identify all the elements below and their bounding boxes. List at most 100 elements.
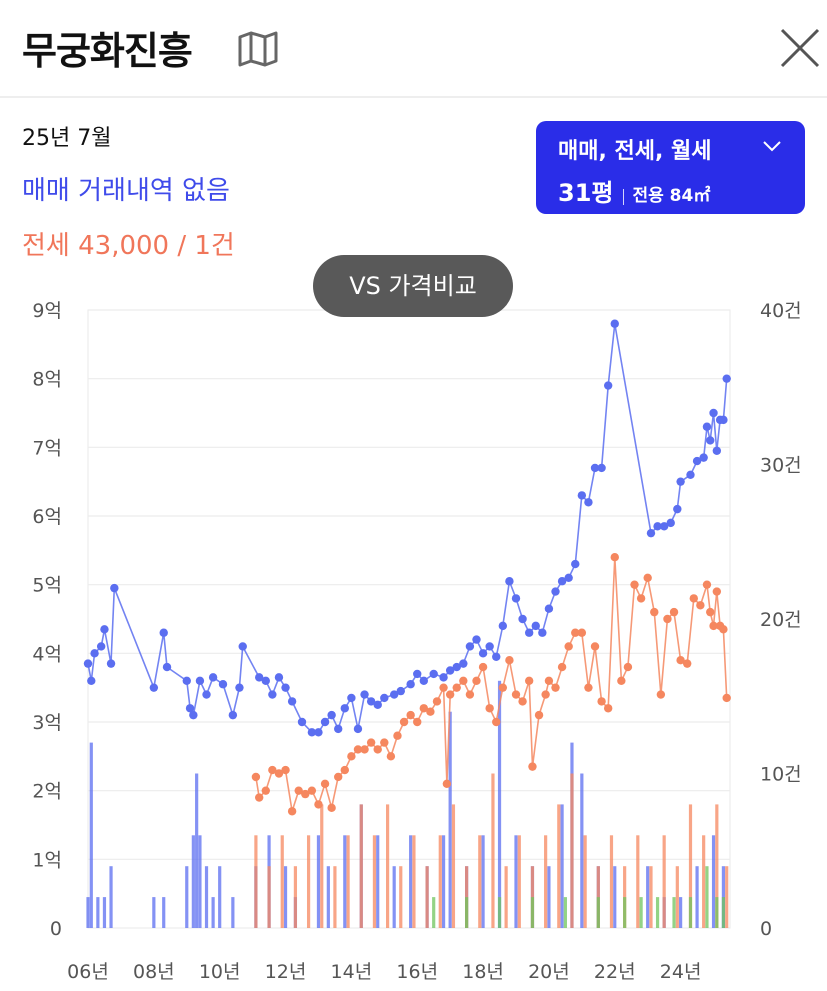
volume-bar xyxy=(639,897,643,928)
data-point xyxy=(452,683,461,692)
compare-button[interactable]: VS 가격비교 xyxy=(313,255,513,317)
data-point xyxy=(393,731,402,740)
data-point xyxy=(617,676,626,685)
volume-bar xyxy=(372,835,377,928)
data-point xyxy=(505,577,514,586)
data-point xyxy=(297,717,307,727)
data-point xyxy=(294,786,303,795)
volume-bar xyxy=(613,866,617,928)
volume-bar xyxy=(497,680,502,928)
volume-bar xyxy=(465,897,469,928)
volume-bar xyxy=(326,866,330,928)
volume-bar xyxy=(198,835,202,928)
data-point xyxy=(413,669,422,679)
y-left-tick-label: 7억 xyxy=(32,437,62,459)
volume-bar xyxy=(231,897,235,928)
data-point xyxy=(544,676,554,685)
data-point xyxy=(505,656,514,665)
data-point xyxy=(399,717,409,727)
volume-bar xyxy=(491,773,495,928)
data-point xyxy=(699,453,708,462)
volume-bar xyxy=(580,773,584,928)
data-point xyxy=(531,621,540,631)
data-point xyxy=(90,649,99,658)
volume-bar xyxy=(672,897,676,928)
data-point xyxy=(603,381,613,390)
data-point xyxy=(413,717,422,727)
y-left-tick-label: 5억 xyxy=(32,575,62,597)
series-line xyxy=(613,323,652,534)
data-point xyxy=(590,463,600,473)
data-point xyxy=(666,518,675,528)
volume-bar xyxy=(162,897,166,928)
data-point xyxy=(709,408,718,418)
data-point xyxy=(683,659,692,668)
volume-bar xyxy=(283,866,288,928)
data-point xyxy=(702,422,712,431)
data-point xyxy=(722,374,731,383)
data-point xyxy=(439,683,448,692)
volume-bar xyxy=(185,866,189,928)
data-point xyxy=(327,710,336,720)
volume-bar xyxy=(441,835,446,928)
volume-bar xyxy=(560,804,564,928)
data-point xyxy=(182,676,191,685)
volume-bar xyxy=(280,835,284,928)
volume-bar xyxy=(204,866,209,928)
volume-bar xyxy=(451,804,456,928)
data-point xyxy=(541,690,550,699)
data-point xyxy=(162,662,172,672)
volume-bar xyxy=(570,773,574,928)
volume-bar xyxy=(399,866,403,928)
data-point xyxy=(584,683,593,692)
data-point xyxy=(459,659,468,668)
data-point xyxy=(419,676,429,685)
volume-bar xyxy=(359,804,363,928)
data-point xyxy=(261,676,270,685)
data-point xyxy=(340,704,349,713)
data-point xyxy=(261,786,270,795)
data-point xyxy=(590,642,600,651)
volume-bar xyxy=(563,897,567,928)
data-point xyxy=(314,800,323,809)
data-point xyxy=(557,662,567,672)
data-point xyxy=(159,628,168,637)
data-point xyxy=(564,642,573,651)
volume-bar xyxy=(481,835,485,928)
data-point xyxy=(643,573,652,582)
volume-bar xyxy=(702,835,706,928)
data-point xyxy=(445,690,455,699)
x-tick-label: 24년 xyxy=(660,961,702,983)
volume-bar xyxy=(688,897,693,928)
data-point xyxy=(106,659,116,668)
date-label: 25년 7월 xyxy=(22,126,112,151)
y-left-tick-label: 8억 xyxy=(32,369,62,391)
volume-bar xyxy=(267,866,271,928)
volume-bar xyxy=(191,835,195,928)
data-point xyxy=(719,625,728,634)
data-point xyxy=(353,724,363,734)
volume-bar xyxy=(376,835,380,928)
data-point xyxy=(373,700,382,710)
data-point xyxy=(597,697,606,706)
volume-bar xyxy=(636,835,640,928)
data-point xyxy=(653,522,662,531)
data-point xyxy=(603,704,613,713)
data-point xyxy=(96,642,106,651)
data-point xyxy=(584,498,593,507)
data-point xyxy=(202,690,211,699)
volume-bar xyxy=(514,835,518,928)
data-point xyxy=(366,697,376,706)
data-point xyxy=(314,728,323,737)
x-tick-label: 22년 xyxy=(594,961,636,983)
volume-bar xyxy=(623,897,627,928)
data-point xyxy=(676,477,685,486)
volume-bar xyxy=(333,866,337,928)
map-icon[interactable] xyxy=(237,31,279,67)
volume-bar xyxy=(544,835,548,928)
data-point xyxy=(380,738,389,747)
volume-bar xyxy=(517,835,521,928)
trade-filter-button[interactable]: 매매, 전세, 월세 31평 전용 84㎡ xyxy=(536,121,805,214)
close-icon[interactable] xyxy=(776,24,824,72)
data-point xyxy=(669,607,679,617)
